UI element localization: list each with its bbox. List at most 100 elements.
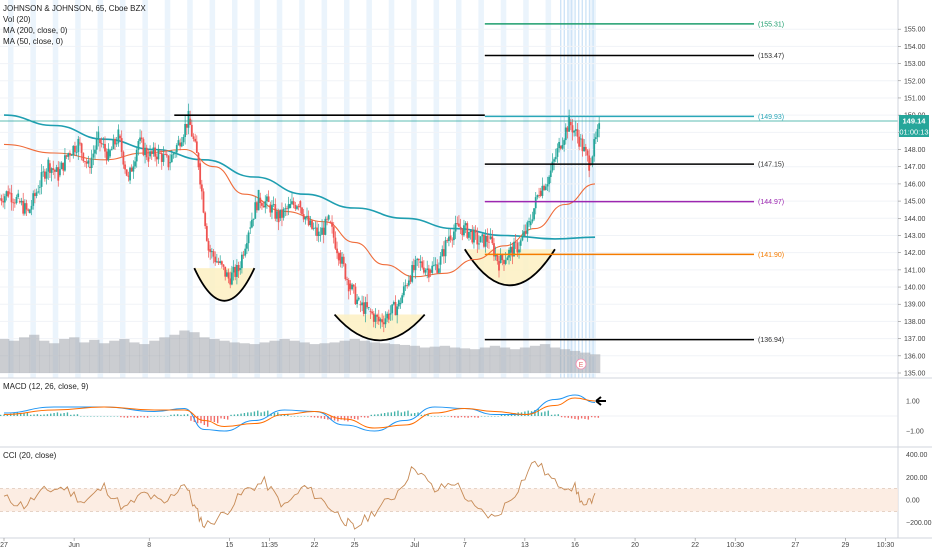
candle-body xyxy=(571,125,574,133)
price-axis[interactable]: 155.00154.00153.00152.00151.00150.00149.… xyxy=(898,27,926,378)
candle-body xyxy=(251,219,253,228)
indicator-vol[interactable]: Vol (20) xyxy=(3,15,31,24)
candle-body xyxy=(401,295,404,303)
time-axis[interactable]: 27 Jun 8 15 11:35 22 25 Jul 7 13 16 20 22 10:30 27 29 10… xyxy=(0,538,894,549)
session-band xyxy=(209,0,216,378)
candle-body xyxy=(341,256,343,264)
macd-hist-bar xyxy=(73,414,75,416)
candle-body xyxy=(7,191,10,197)
candle-body xyxy=(493,243,495,257)
volume-bar xyxy=(39,340,50,373)
candle-body xyxy=(117,129,120,144)
macd-hist-bar xyxy=(216,416,219,424)
candle-body xyxy=(199,163,202,185)
candle-body xyxy=(304,216,307,220)
candle-body xyxy=(125,169,128,176)
volume-bar xyxy=(319,343,330,373)
candle-body xyxy=(526,222,529,234)
macd-hist-bar xyxy=(333,416,336,421)
candle-body xyxy=(289,203,292,208)
candle-body xyxy=(426,268,429,270)
candle-body xyxy=(544,186,547,190)
macd-hist-bar xyxy=(140,416,142,418)
candle-body xyxy=(59,169,61,176)
cci-pane[interactable]: 400.00 200.00 0.00 −200.00 xyxy=(0,452,932,530)
session-band xyxy=(578,0,580,378)
candle-body xyxy=(99,139,101,143)
macd-hist-bar xyxy=(123,416,125,418)
candle-body xyxy=(488,241,490,243)
candle-body xyxy=(307,215,310,226)
macd-hist-bar xyxy=(156,416,159,417)
candle-body xyxy=(501,254,504,261)
macd-hist-bar xyxy=(183,414,186,416)
session-band xyxy=(411,0,417,378)
candle-body xyxy=(598,123,601,129)
cci-legend[interactable]: CCI (20, close) xyxy=(3,451,57,460)
candle-body xyxy=(558,141,560,149)
macd-hist-bar xyxy=(554,414,556,416)
macd-pane[interactable]: 1.00 −1.00 xyxy=(0,394,924,436)
candle-body xyxy=(566,127,569,132)
macd-legend[interactable]: MACD (12, 26, close, 9) xyxy=(3,382,89,391)
candle-body xyxy=(369,311,372,312)
macd-hist-bar xyxy=(507,414,509,416)
candle-body xyxy=(411,265,414,282)
macd-hist-bar xyxy=(413,413,416,416)
candle-body xyxy=(419,261,422,263)
candle-body xyxy=(549,170,552,178)
candle-body xyxy=(0,198,1,200)
volume-bar xyxy=(169,334,180,373)
cci-tick-label: 400.00 xyxy=(906,452,928,459)
ma200-line xyxy=(3,114,596,240)
candle-body xyxy=(441,249,444,257)
candle-body xyxy=(10,192,13,203)
macd-hist-bar xyxy=(590,416,593,418)
indicator-ma50[interactable]: MA (50, close, 0) xyxy=(3,37,63,46)
candle-body xyxy=(55,167,58,172)
price-candles xyxy=(0,103,601,333)
candle-body xyxy=(246,243,248,249)
candle-body xyxy=(593,139,596,157)
arrow-annotation[interactable] xyxy=(595,396,606,406)
macd-hist-bar xyxy=(240,413,242,416)
level-label: (153.47) xyxy=(758,53,784,60)
macd-hist-bar xyxy=(186,414,189,416)
candle-body xyxy=(394,302,397,316)
time-tick-label: 13 xyxy=(521,542,529,549)
candle-body xyxy=(209,249,212,253)
horizontal-levels[interactable]: (155.31) (153.47) (149.93) (147.15) (144.97)… xyxy=(174,21,784,344)
session-band xyxy=(8,0,14,378)
macd-hist-bar xyxy=(19,413,22,416)
time-tick-label: 27 xyxy=(791,542,799,549)
indicator-ma200[interactable]: MA (200, close, 0) xyxy=(3,26,68,35)
candle-body xyxy=(556,148,559,157)
volume-bar xyxy=(389,344,400,373)
macd-tick-label: −1.00 xyxy=(906,429,924,436)
candle-body xyxy=(387,313,390,320)
candle-body xyxy=(503,260,505,264)
candle-body xyxy=(139,137,141,141)
candle-body xyxy=(344,264,347,280)
candle-body xyxy=(533,208,535,220)
macd-hist-bar xyxy=(550,414,553,416)
candle-body xyxy=(230,272,233,285)
candle-body xyxy=(154,147,156,157)
candle-body xyxy=(374,314,377,322)
candle-body xyxy=(195,141,198,154)
volume-bar xyxy=(449,347,461,373)
candle-body xyxy=(329,221,332,223)
candle-body xyxy=(584,146,587,151)
candle-body xyxy=(135,149,138,162)
candle-body xyxy=(49,163,51,173)
volume-bar xyxy=(79,342,90,373)
volume-bar xyxy=(69,337,80,373)
macd-hist-bar xyxy=(527,410,529,416)
candle-body xyxy=(504,260,507,264)
candle-body xyxy=(155,156,158,160)
macd-hist-bar xyxy=(570,416,573,419)
candle-body xyxy=(553,159,555,162)
earnings-marker[interactable]: E xyxy=(575,358,587,370)
macd-hist-bar xyxy=(540,412,543,416)
